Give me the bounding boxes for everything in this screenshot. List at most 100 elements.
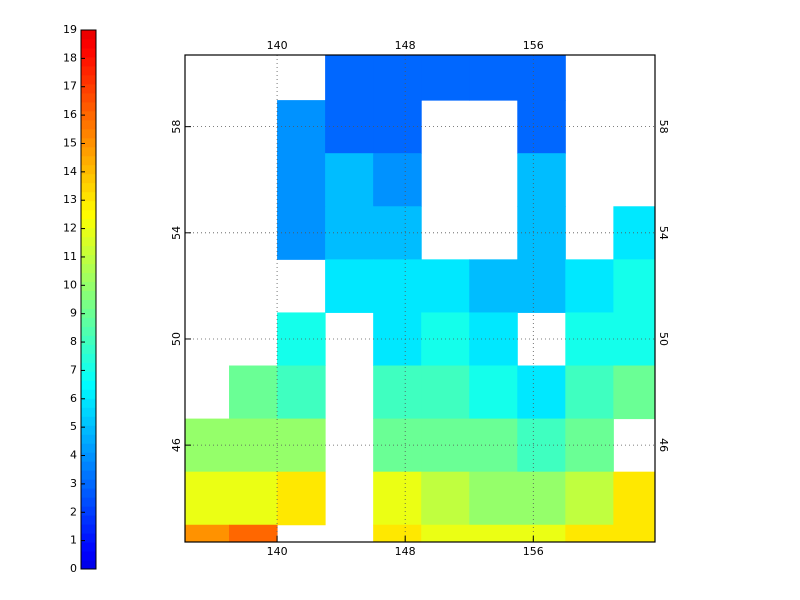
sst-cell: [185, 524, 230, 542]
y-tick-label: 54: [657, 226, 670, 240]
colorbar-label: 17: [63, 80, 77, 93]
sst-cell: [517, 524, 566, 542]
sst-cell: [325, 153, 374, 207]
colorbar-segment: [81, 281, 96, 292]
colorbar-label: 18: [63, 51, 77, 64]
sst-cell: [517, 153, 566, 207]
colorbar-segment: [81, 344, 96, 354]
colorbar-segment: [81, 47, 96, 58]
colorbar-segment: [81, 191, 96, 202]
colorbar-segment: [81, 110, 96, 121]
sst-cell: [517, 55, 566, 101]
y-tick-label: 46: [170, 438, 183, 452]
colorbar-segment: [81, 470, 96, 480]
colorbar-label: 8: [70, 335, 77, 348]
colorbar-segment: [81, 335, 96, 345]
colorbar-segment: [81, 389, 96, 399]
sst-cell: [421, 471, 470, 526]
colorbar-segment: [81, 533, 96, 543]
y-tick-label: 46: [657, 438, 670, 452]
colorbar-frame: [80, 29, 97, 570]
sst-cell: [517, 365, 566, 420]
sst-cell: [229, 365, 278, 420]
x-tick-label: 156: [523, 39, 544, 52]
colorbar-segment: [81, 254, 96, 265]
colorbar-segment: [81, 560, 96, 570]
y-tick-label: 58: [170, 120, 183, 134]
sst-cell: [469, 471, 518, 526]
sst-cell: [185, 418, 230, 473]
sst-cell: [373, 153, 422, 207]
colorbar-segment: [81, 173, 96, 184]
colorbar-segment: [81, 326, 96, 336]
colorbar-segment: [81, 353, 96, 363]
sst-cell: [565, 524, 614, 542]
y-tick-label: 50: [170, 332, 183, 346]
x-tick-label: 148: [395, 545, 416, 558]
colorbar-segment: [81, 317, 96, 327]
sst-cell: [613, 259, 655, 313]
colorbar-segment: [81, 416, 96, 426]
colorbar-segment: [81, 506, 96, 516]
colorbar-segment: [81, 488, 96, 498]
colorbar-segment: [81, 407, 96, 417]
colorbar-segment: [81, 164, 96, 175]
colorbar-segment: [81, 479, 96, 489]
x-tick-label: 156: [523, 545, 544, 558]
colorbar-label: 1: [70, 534, 77, 547]
sst-cell: [229, 524, 278, 542]
sst-cell: [469, 524, 518, 542]
sst-cell: [613, 524, 655, 542]
x-tick-label: 140: [267, 545, 288, 558]
colorbar-label: 13: [63, 193, 77, 206]
colorbar-segment: [81, 128, 96, 139]
colorbar-label: 4: [70, 449, 77, 462]
colorbar-segment: [81, 263, 96, 274]
colorbar-segment: [81, 137, 96, 148]
sst-cell: [613, 365, 655, 420]
colorbar-label: 10: [63, 278, 77, 291]
y-tick-label: 50: [657, 332, 670, 346]
colorbar-segment: [81, 65, 96, 76]
colorbar-label: 11: [63, 250, 77, 263]
colorbar-label: 0: [70, 562, 77, 575]
sst-cell: [613, 471, 655, 526]
colorbar-segment: [81, 155, 96, 166]
sst-cell: [613, 312, 655, 367]
sst-cell: [373, 471, 422, 526]
colorbar-segment: [81, 461, 96, 471]
sst-cell: [421, 259, 470, 313]
axes: 140 140 148 148 156 156 46 46 50 50 54 54 58 58: [170, 39, 670, 558]
sst-cell: [373, 259, 422, 313]
colorbar-label: 3: [70, 477, 77, 490]
sst-cell: [565, 365, 614, 420]
sst-cell: [373, 524, 422, 542]
sst-cell: [565, 471, 614, 526]
x-tick-label: 140: [267, 39, 288, 52]
colorbar-segment: [81, 74, 96, 85]
colorbar-segment: [81, 497, 96, 507]
colorbar-label: 9: [70, 307, 77, 320]
y-tick-label: 58: [657, 120, 670, 134]
map-frame: [184, 54, 656, 543]
colorbar-segment: [81, 101, 96, 112]
sst-cell: [325, 259, 374, 313]
colorbar-segment: [81, 209, 96, 220]
colorbar-segment: [81, 30, 96, 40]
colorbar-label: 16: [63, 108, 77, 121]
sst-cell: [421, 524, 470, 542]
sst-cell: [373, 365, 422, 420]
colorbar-segment: [81, 299, 96, 309]
sst-cell: [325, 55, 374, 101]
colorbar-segment: [81, 524, 96, 534]
colorbar-label: 6: [70, 392, 77, 405]
colorbar-segment: [81, 92, 96, 103]
colorbar-segment: [81, 371, 96, 381]
colorbar-segment: [81, 182, 96, 193]
colorbar-segment: [81, 443, 96, 453]
colorbar-segment: [81, 227, 96, 238]
sst-cell: [277, 365, 326, 420]
colorbar-label: 12: [63, 222, 77, 235]
colorbar-segment: [81, 218, 96, 229]
